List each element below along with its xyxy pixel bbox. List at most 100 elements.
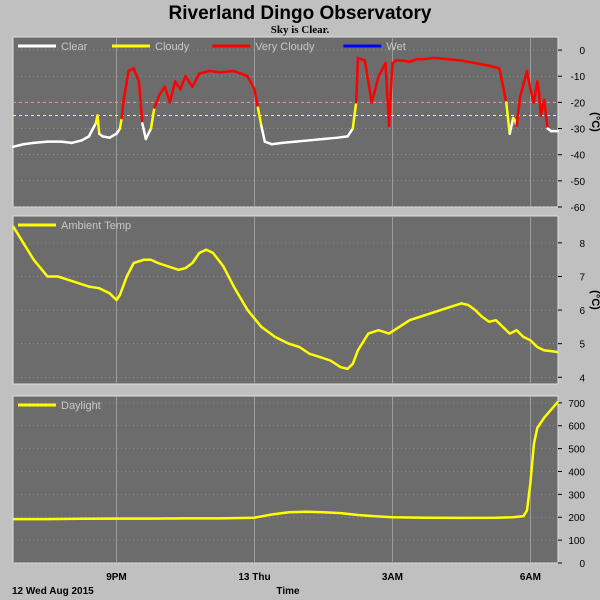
sky-segment — [422, 56, 436, 61]
y-axis-unit: (°C) — [589, 112, 600, 132]
sky-segment — [96, 114, 101, 136]
y-axis-unit: (°C) — [589, 290, 600, 310]
x-tick-label: 3AM — [382, 572, 403, 583]
y-tick-label: 8 — [579, 239, 585, 250]
sky-segment — [370, 74, 380, 104]
ambient-temp-line — [11, 225, 559, 371]
y-tick-label: -60 — [571, 203, 586, 214]
y-tick-label: 400 — [568, 467, 585, 478]
sky-segment — [144, 127, 153, 141]
legend-item: Clear — [18, 41, 88, 53]
legend-item: Very Cloudy — [212, 41, 315, 53]
sky-segment — [294, 139, 311, 143]
y-tick-label: 100 — [568, 536, 585, 547]
sky-segment — [446, 57, 463, 62]
sky-segment — [132, 67, 141, 83]
sky-segment — [218, 69, 236, 74]
legend-item: Daylight — [18, 400, 101, 412]
legend-label: Ambient Temp — [61, 220, 131, 232]
chart-subtitle: Sky is Clear. — [271, 24, 330, 36]
sky-segment — [80, 135, 91, 142]
panel-1: 0 -10 -20 -30 -40 -50 -60 (°C) Clear Cloudy Very C… — [11, 36, 600, 214]
x-axis-ticks: 9PM 13 Thu 3AM 6AM — [106, 572, 541, 583]
sky-segment — [346, 127, 355, 138]
plot-area — [12, 215, 559, 385]
plot-area — [12, 395, 559, 564]
panel-3: 700 600 500 400 300 200 100 0 Daylight — [12, 395, 585, 570]
sky-segment — [542, 98, 549, 130]
sky-segment — [508, 116, 515, 136]
sky-segment — [351, 101, 358, 130]
y-tick-label: 6 — [579, 306, 585, 317]
sky-segment — [120, 101, 125, 120]
sky-segment — [60, 140, 73, 145]
sky-segment — [498, 67, 508, 104]
y-tick-label: 600 — [568, 422, 585, 433]
sky-segment — [208, 69, 222, 74]
y-tick-label: -20 — [571, 98, 586, 109]
sky-segment — [168, 80, 177, 104]
y-tick-label: -30 — [571, 125, 586, 136]
sky-segment — [149, 106, 156, 130]
y-tick-label: -40 — [571, 151, 586, 162]
sky-segment — [118, 116, 123, 130]
sky-segment — [260, 124, 267, 143]
sky-segment — [122, 69, 130, 104]
sky-segment — [354, 56, 360, 104]
x-tick-label: 13 Thu — [238, 572, 270, 583]
sky-segment — [473, 61, 491, 68]
date-label: 12 Wed Aug 2015 — [12, 586, 94, 597]
sky-segment — [270, 141, 284, 146]
sky-segment — [246, 74, 256, 91]
sky-segment — [518, 82, 525, 99]
panels: 0 -10 -20 -30 -40 -50 -60 (°C) Clear Cloudy Very C… — [11, 36, 600, 570]
legend-label: Daylight — [61, 400, 101, 412]
y-tick-label: -50 — [571, 177, 586, 188]
plot-area — [12, 36, 559, 208]
sky-segment — [184, 74, 194, 88]
sky-segment — [173, 80, 182, 91]
legend-item: Cloudy — [112, 41, 190, 53]
sky-segment — [387, 61, 394, 128]
sky-segment — [363, 59, 373, 104]
sky-segment — [256, 106, 263, 128]
sky-segment — [232, 69, 249, 78]
sky-segment — [87, 122, 98, 138]
sky-segment — [525, 69, 532, 91]
sky-segment — [141, 122, 148, 141]
y-tick-label: 0 — [579, 559, 585, 570]
x-axis-label: Time — [276, 586, 300, 597]
sky-segment — [22, 141, 35, 146]
sky-segment — [108, 132, 118, 139]
sky-segment — [163, 85, 172, 104]
x-tick-label: 6AM — [520, 572, 541, 583]
sky-segment — [137, 80, 144, 125]
sky-segment — [487, 64, 501, 70]
sky-segment — [198, 69, 211, 75]
chart-title: Riverland Dingo Observatory — [169, 3, 432, 24]
sky-segment — [322, 136, 339, 141]
legend-item: Ambient Temp — [18, 220, 131, 232]
sky-segment — [515, 95, 522, 128]
legend-label: Very Cloudy — [255, 41, 315, 53]
legend-item: Wet — [343, 41, 406, 53]
sky-segment — [335, 135, 349, 139]
y-tick-label: 0 — [579, 46, 585, 57]
legend-label: Clear — [61, 41, 88, 53]
sky-segment — [11, 142, 25, 149]
sky-segment — [505, 101, 511, 136]
x-tick-label: 9PM — [106, 572, 127, 583]
sky-segment — [179, 74, 187, 91]
panel-2: 8 7 6 5 4 (°C) Ambient Temp — [11, 215, 600, 385]
sky-segment — [153, 93, 161, 109]
sky-segment — [377, 61, 387, 78]
daylight-line — [13, 400, 559, 521]
sky-segment — [191, 72, 201, 88]
sky-segment — [253, 88, 260, 109]
y-tick-label: 4 — [579, 373, 585, 384]
y-tick-label: 300 — [568, 490, 585, 501]
sky-segment — [32, 140, 49, 145]
y-tick-label: 5 — [579, 340, 585, 351]
sky-segment — [280, 140, 298, 145]
